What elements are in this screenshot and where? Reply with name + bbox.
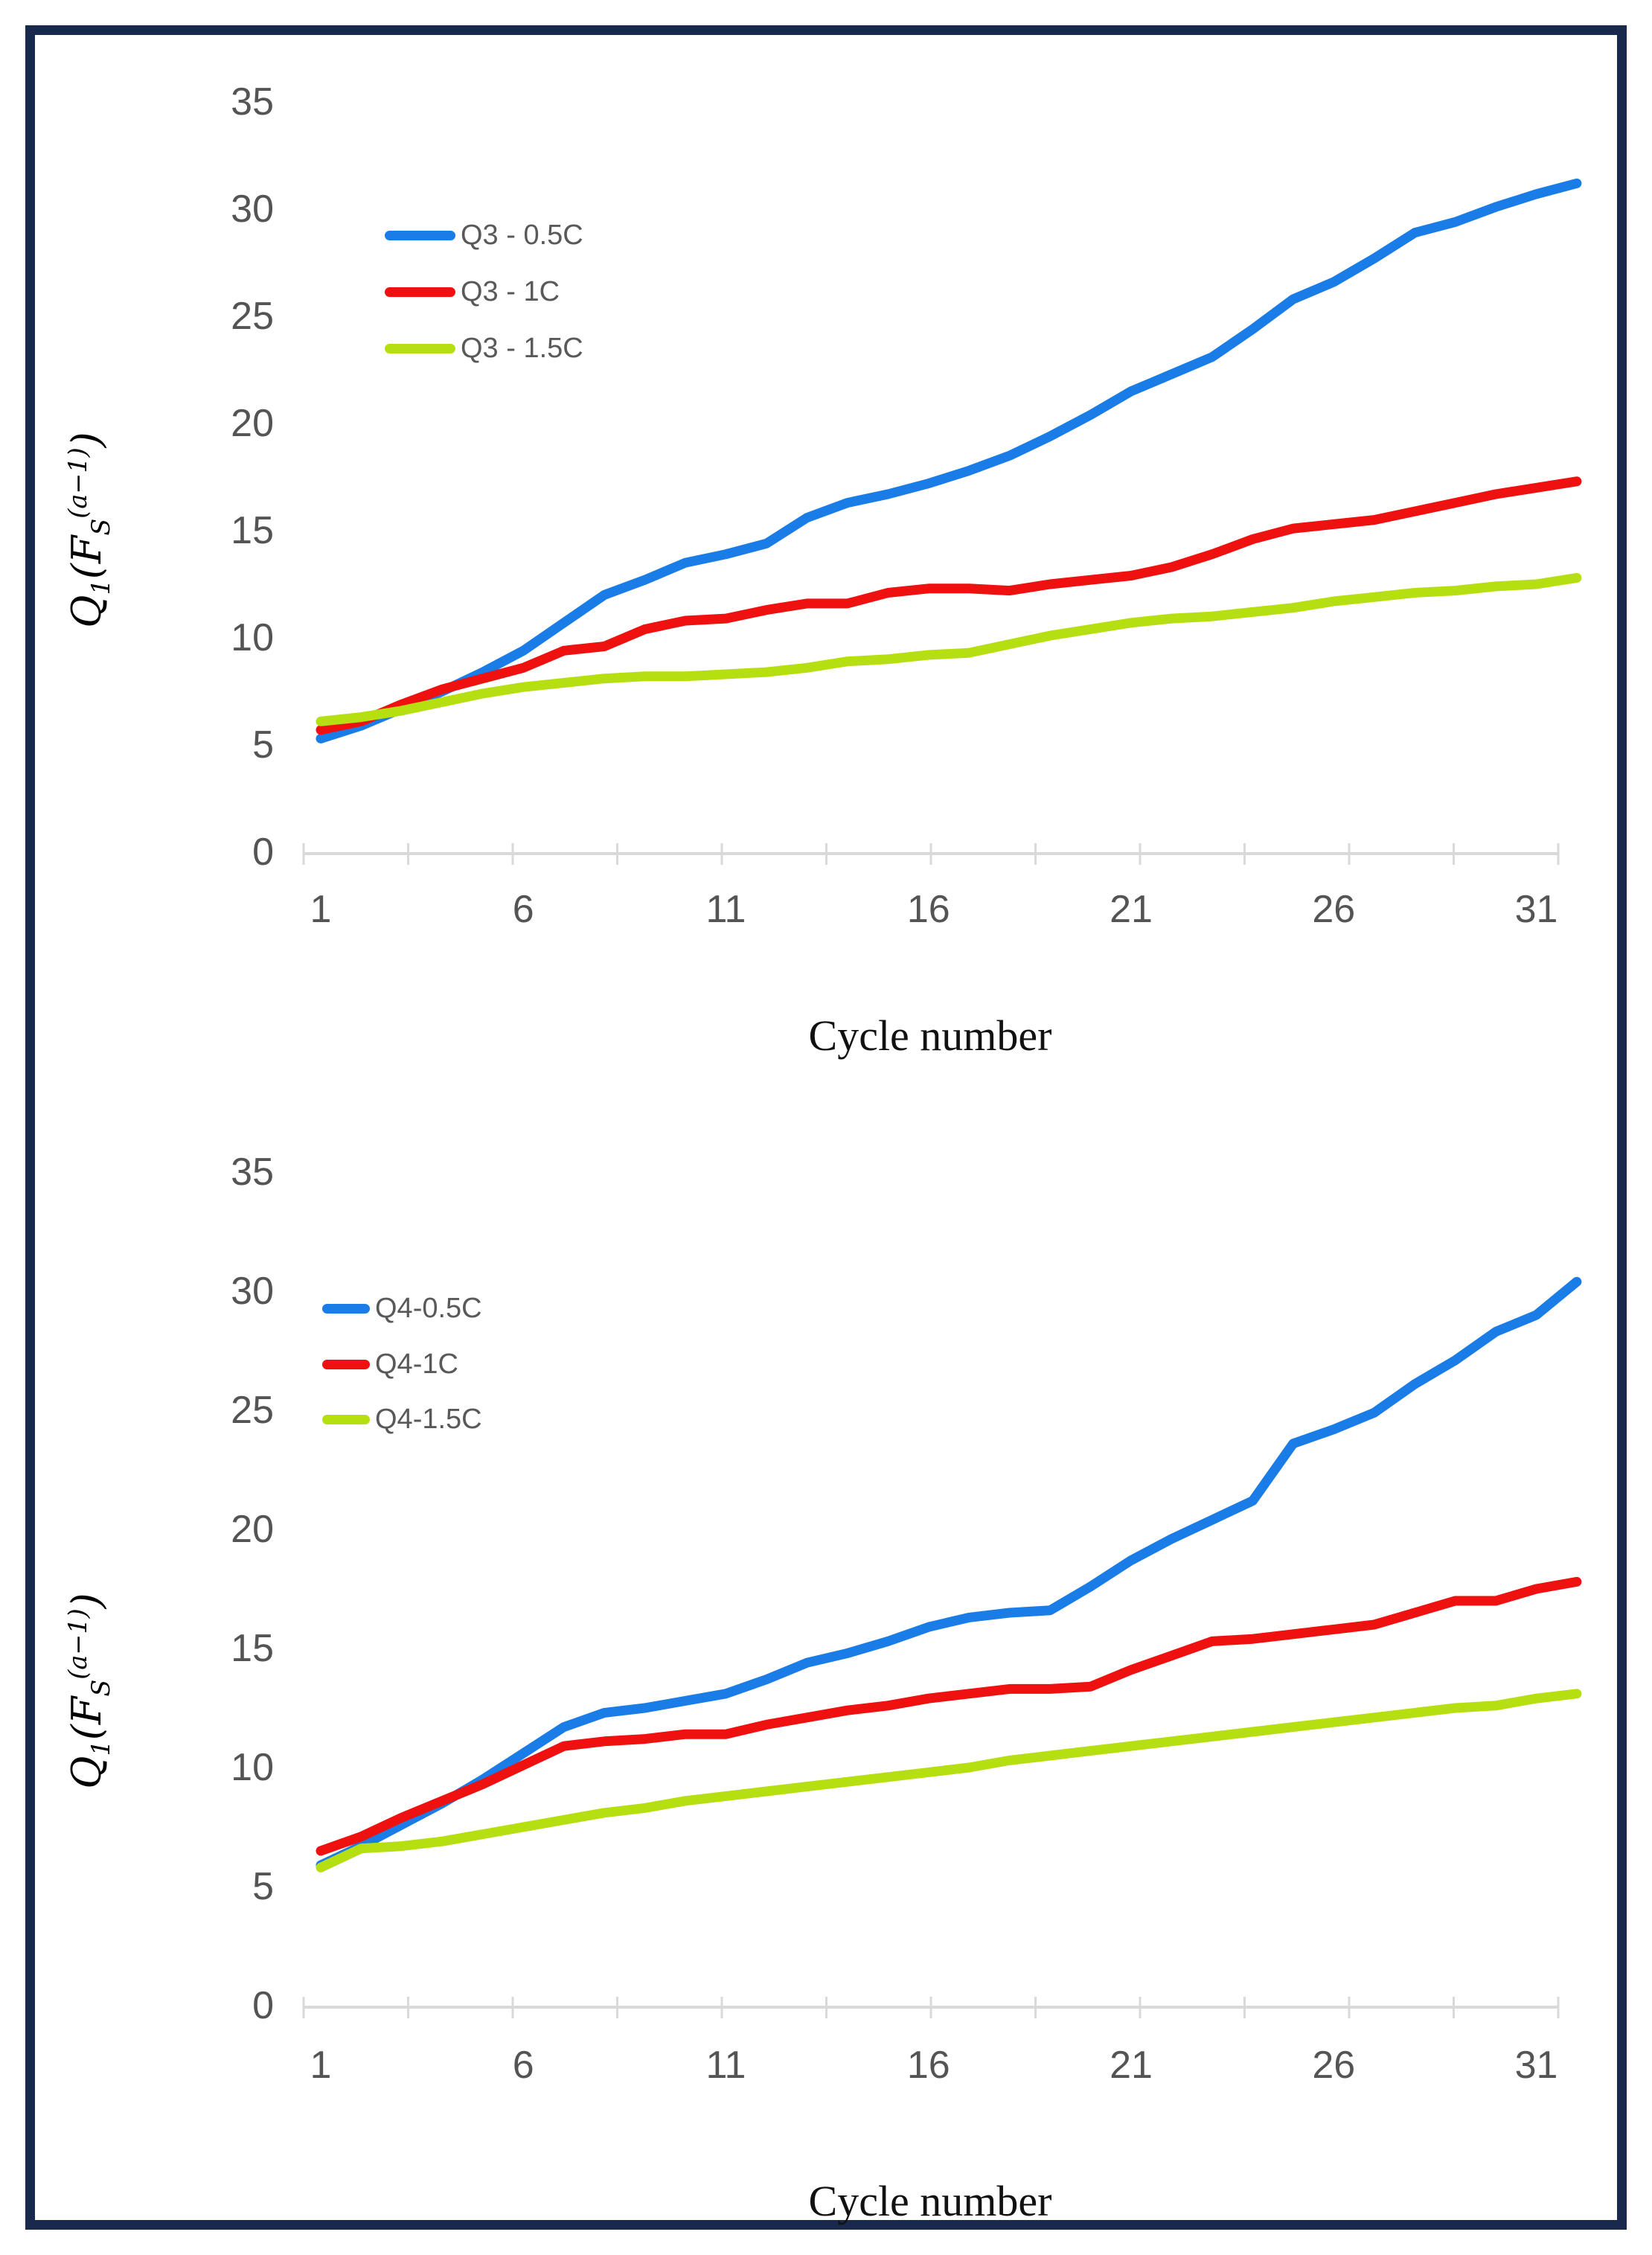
series-line-q3-1c [316,476,1582,735]
y-tick-label: 5 [252,1865,274,1908]
legend-item-q4-1c: Q4-1C [322,1349,458,1381]
legend-swatch-icon [322,1415,370,1424]
series-line-q3-0-5c [316,178,1582,743]
y-tick-label: 20 [231,1508,274,1551]
legend-item-q3-05c: Q3 - 0.5C [385,220,583,252]
series-line-q3-1-5c [316,572,1582,726]
legend-label: Q3 - 1C [461,276,560,307]
series-line-q4-1c [316,1576,1582,1856]
legend-item-q4-15c: Q4-1.5C [322,1404,482,1436]
y-axis-title-q3: Q1(FS(a−1)) [63,432,115,628]
legend-label: Q4-0.5C [375,1293,482,1324]
legend-swatch-icon [385,287,455,297]
y-axis-title-q4: Q1(FS(a−1)) [63,1593,115,1789]
y-tick-label: 10 [231,1746,274,1789]
x-tick-label: 21 [1110,2044,1153,2087]
x-tick-label: 21 [1110,888,1153,931]
series-line-q4-0-5c [316,1276,1582,1870]
y-tick-label: 15 [231,1627,274,1670]
x-tick-label: 31 [1515,888,1558,931]
x-tick-label: 1 [310,2044,332,2087]
series-line-q4-1-5c [316,1689,1582,1872]
x-axis-title-q3: Cycle number [808,1011,1052,1060]
y-tick-label: 20 [231,402,274,445]
y-tick-label: 0 [252,831,274,874]
x-tick-label: 16 [907,2044,950,2087]
legend-swatch-icon [322,1304,370,1314]
y-tick-label: 30 [231,1270,274,1313]
x-tick-label: 26 [1312,888,1355,931]
x-tick-label: 26 [1312,2044,1355,2087]
legend-item-q3-15c: Q3 - 1.5C [385,333,583,365]
y-tick-label: 25 [231,1389,274,1432]
x-tick-label: 6 [513,888,534,931]
legend-label: Q3 - 1.5C [461,333,583,364]
legend-swatch-icon [385,344,455,354]
x-tick-label: 31 [1515,2044,1558,2087]
x-tick-label: 6 [513,2044,534,2087]
y-tick-label: 0 [252,1984,274,2027]
page-border [25,25,1627,2230]
x-tick-label: 1 [310,888,332,931]
y-tick-label: 10 [231,616,274,659]
legend-label: Q4-1.5C [375,1404,482,1435]
y-tick-label: 35 [231,80,274,124]
legend-label: Q4-1C [375,1349,458,1380]
x-axis-title-q4: Cycle number [808,2177,1052,2225]
legend-item-q4-05c: Q4-0.5C [322,1293,482,1325]
x-tick-label: 16 [907,888,950,931]
y-tick-label: 35 [231,1151,274,1194]
x-tick-label: 11 [706,2044,746,2087]
y-tick-label: 25 [231,295,274,338]
y-tick-label: 15 [231,509,274,552]
legend-label: Q3 - 0.5C [461,220,583,251]
legend-swatch-icon [322,1360,370,1369]
legend-swatch-icon [385,231,455,240]
y-tick-label: 5 [252,723,274,767]
x-tick-label: 11 [706,888,746,931]
y-tick-label: 30 [231,188,274,231]
legend-item-q3-1c: Q3 - 1C [385,276,560,308]
